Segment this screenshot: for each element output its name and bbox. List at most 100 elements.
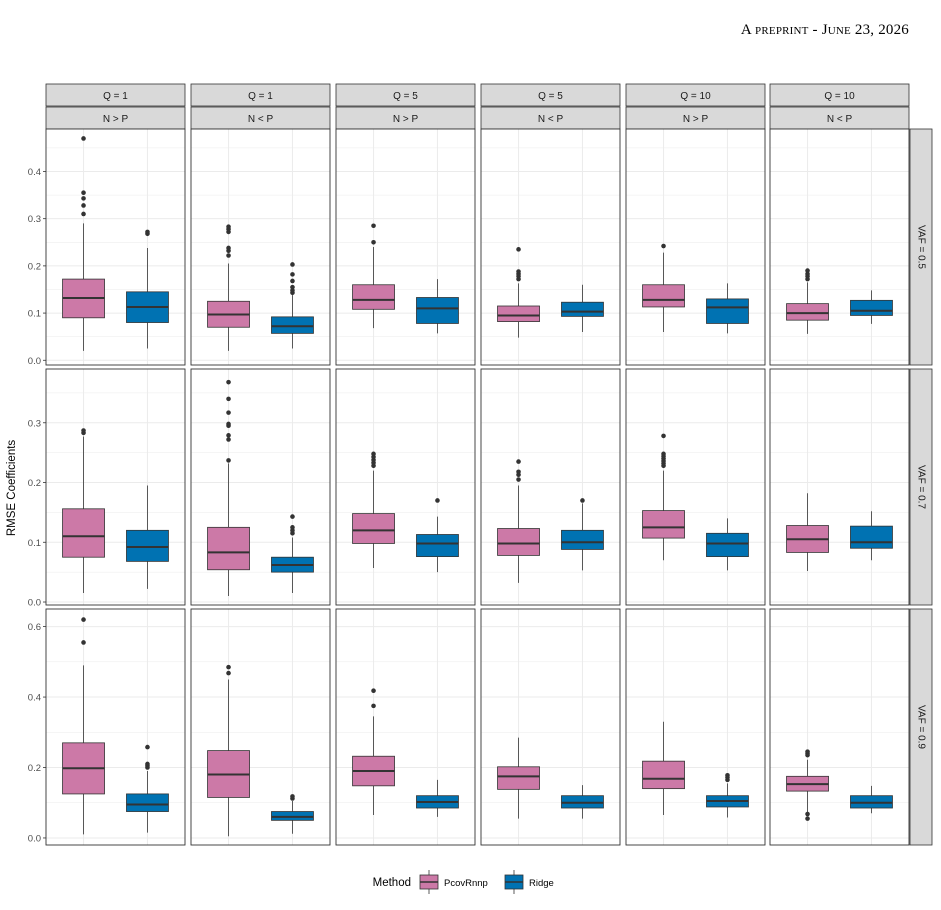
outlier-point [805,816,810,821]
y-tick-label: 0.2 [28,478,41,489]
outlier-point [226,664,231,670]
y-tick-label: 0.0 [28,356,41,367]
facet-label-np: N < P [248,114,274,125]
box [786,303,829,321]
panel-border [625,128,766,366]
facet-strip-q [190,83,331,107]
panel-border [769,128,910,366]
outlier-point [805,268,810,273]
outlier-point [81,617,86,622]
outlier-point [805,811,810,817]
outlier-point [516,247,521,252]
outlier-point [226,379,231,385]
outlier-point [290,794,295,799]
facet-label-q: Q = 10 [824,91,855,102]
panel [335,368,476,606]
outlier-point [226,253,231,258]
legend-item: Ridge [504,870,554,894]
y-tick-label: 0.1 [28,538,41,549]
box [850,525,893,549]
facet-strip-q [45,83,186,107]
facet-strip-vaf [909,608,933,846]
panel [769,608,910,846]
panel [335,128,476,366]
outlier-point [371,239,376,245]
panel [190,368,331,606]
outlier-point [81,640,86,645]
facet-label-vaf: VAF = 0.7 [915,465,926,509]
panel-border [480,608,621,846]
outlier-point [661,433,666,439]
panel-background [336,129,475,365]
panel-background [770,129,909,365]
outlier-point [516,469,521,475]
box [271,316,314,334]
panel-border [769,368,910,606]
outlier-point [145,761,150,767]
panel [45,608,186,846]
panel-background [191,609,330,845]
panel-background [626,129,765,365]
box [642,284,685,308]
outlier-point [805,271,810,277]
panel [480,368,621,606]
panel-background [481,609,620,845]
panel-background [46,129,185,365]
outlier-point [81,211,86,217]
facet-label-np: N < P [538,114,564,125]
facet-label-np: N < P [827,114,853,125]
outlier-point [725,772,730,778]
panel [45,368,186,606]
facet-strip-q [769,83,910,107]
panel-border [190,128,331,366]
outlier-point [81,136,86,141]
box [497,766,540,790]
panel-border [190,608,331,846]
facet-label-vaf: VAF = 0.9 [915,705,926,749]
panel [190,608,331,846]
box [126,793,169,812]
y-tick-label: 0.3 [28,418,41,429]
panel-background [626,369,765,605]
y-tick-label: 0.0 [28,833,41,844]
facet-label-np: N > P [393,114,419,125]
box [642,760,685,790]
outlier-point [371,703,376,709]
facet-label-q: Q = 1 [103,91,128,102]
y-axis-label: RMSE Coefficients [6,440,18,537]
outlier-point [661,451,666,457]
outlier-point [435,498,440,503]
box [850,299,893,316]
outlier-point [226,670,231,676]
panel [769,128,910,366]
y-tick-label: 0.0 [28,598,41,609]
panel-border [45,608,186,846]
outlier-point [226,396,231,402]
panel-border [335,608,476,846]
page-header: A preprint - June 23, 2026 [740,22,909,38]
panel [335,608,476,846]
box [497,528,540,556]
outlier-point [290,514,295,519]
outlier-point [290,284,295,290]
y-tick-label: 0.3 [28,214,41,225]
facet-label-np: N > P [683,114,709,125]
legend-label: Ridge [529,878,554,889]
facet-strip-vaf [909,128,933,366]
facet-label-vaf: VAF = 0.5 [915,225,926,269]
panel-background [336,369,475,605]
outlier-point [226,433,231,438]
outlier-point [81,190,86,196]
panel [769,368,910,606]
box [706,532,749,558]
legend-label: PcovRnnp [444,878,488,889]
panel-background [770,369,909,605]
panel-border [769,608,910,846]
box [352,513,395,544]
facet-strip-q [625,83,766,107]
box [706,298,749,324]
outlier-point [145,229,150,235]
outlier-point [371,223,376,229]
facet-strip-q [480,83,621,107]
